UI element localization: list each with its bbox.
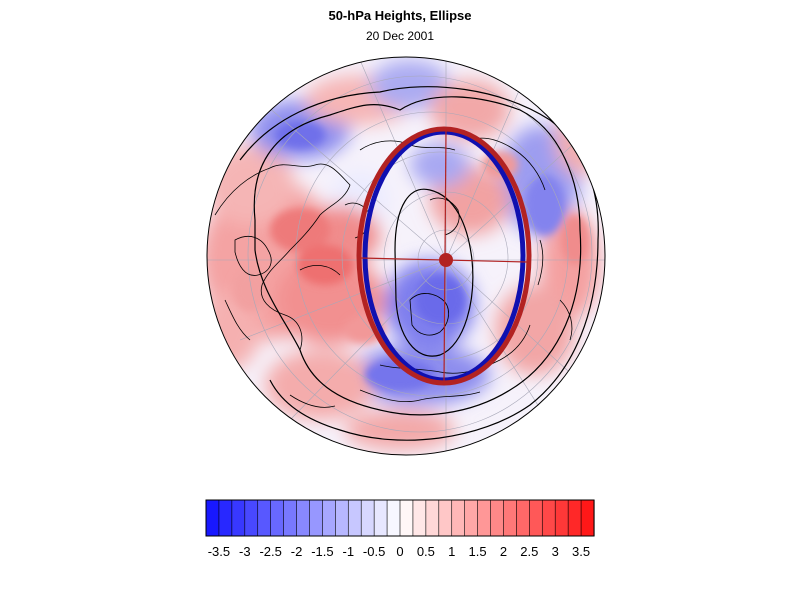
colorbar-cell bbox=[464, 499, 479, 537]
colorbar-cell bbox=[244, 499, 259, 537]
colorbar-cell bbox=[529, 499, 543, 537]
colorbar-cell bbox=[554, 499, 569, 537]
colorbar-tick-label: 2.5 bbox=[520, 544, 538, 559]
colorbar-tick-label: 0.5 bbox=[417, 544, 435, 559]
colorbar-cell bbox=[322, 499, 336, 537]
colorbar-cell bbox=[347, 499, 362, 537]
colorbar-cell bbox=[567, 499, 582, 537]
colorbar-cell bbox=[412, 499, 427, 537]
colorbar-cell bbox=[490, 499, 505, 537]
colorbar-tick-label: -3 bbox=[239, 544, 251, 559]
colorbar-cell bbox=[270, 499, 285, 537]
colorbar-cell bbox=[257, 499, 272, 537]
colorbar-tick-label: -2 bbox=[291, 544, 303, 559]
colorbar-tick-label: 2 bbox=[500, 544, 507, 559]
colorbar-cell bbox=[373, 499, 388, 537]
colorbar-cell bbox=[231, 499, 246, 537]
colorbar-cell bbox=[360, 499, 375, 537]
colorbar-tick-label: 1.5 bbox=[469, 544, 487, 559]
colorbar-cell bbox=[218, 499, 233, 537]
globe-outline bbox=[206, 56, 606, 456]
colorbar: -3.5 -3 -2.5 -2 -1.5 -1 -0.5 0 0.5 1 1.5 2 2.5 3 3.5 bbox=[205, 499, 595, 559]
colorbar-cell bbox=[516, 499, 530, 537]
ellipse-diagnostics bbox=[356, 126, 532, 386]
fitted-ellipse bbox=[356, 126, 532, 386]
colorbar-cell bbox=[425, 499, 440, 537]
colorbar-cell bbox=[541, 499, 556, 537]
map-date: 20 Dec 2001 bbox=[365, 29, 435, 43]
colorbar-cell bbox=[503, 499, 518, 537]
colorbar-cells bbox=[205, 499, 595, 537]
colorbar-cell bbox=[335, 499, 349, 537]
ellipse-centroid bbox=[439, 253, 453, 267]
anomaly-blobs-small bbox=[232, 121, 589, 391]
colorbar-tick-label: 1 bbox=[448, 544, 455, 559]
anomaly-field bbox=[207, 57, 605, 455]
colorbar-tick-label: -2.5 bbox=[259, 544, 281, 559]
colorbar-cell bbox=[580, 499, 595, 537]
colorbar-frame bbox=[205, 499, 595, 537]
colorbar-cell bbox=[283, 499, 298, 537]
colorbar-tick-label: -1 bbox=[342, 544, 354, 559]
graticule bbox=[207, 57, 605, 455]
map-title: 50-hPa Heights, Ellipse bbox=[328, 8, 472, 23]
colorbar-tick-label: 3.5 bbox=[572, 544, 590, 559]
colorbar-tick-label: -3.5 bbox=[208, 544, 230, 559]
colorbar-tick-label: -0.5 bbox=[363, 544, 385, 559]
colorbar-tick-label: -1.5 bbox=[311, 544, 333, 559]
colorbar-cell bbox=[451, 499, 466, 537]
colorbar-labels: -3.5 -3 -2.5 -2 -1.5 -1 -0.5 0 0.5 1 1.5 2 2.5 3 3.5 bbox=[208, 544, 590, 559]
colorbar-cell bbox=[399, 499, 414, 537]
colorbar-cell bbox=[309, 499, 324, 537]
colorbar-cell bbox=[296, 499, 311, 537]
colorbar-cell bbox=[438, 499, 453, 537]
colorbar-tick-label: 0 bbox=[396, 544, 403, 559]
colorbar-cell bbox=[205, 499, 220, 537]
colorbar-cell bbox=[477, 499, 492, 537]
colorbar-tick-label: 3 bbox=[552, 544, 559, 559]
colorbar-cell bbox=[386, 499, 401, 537]
